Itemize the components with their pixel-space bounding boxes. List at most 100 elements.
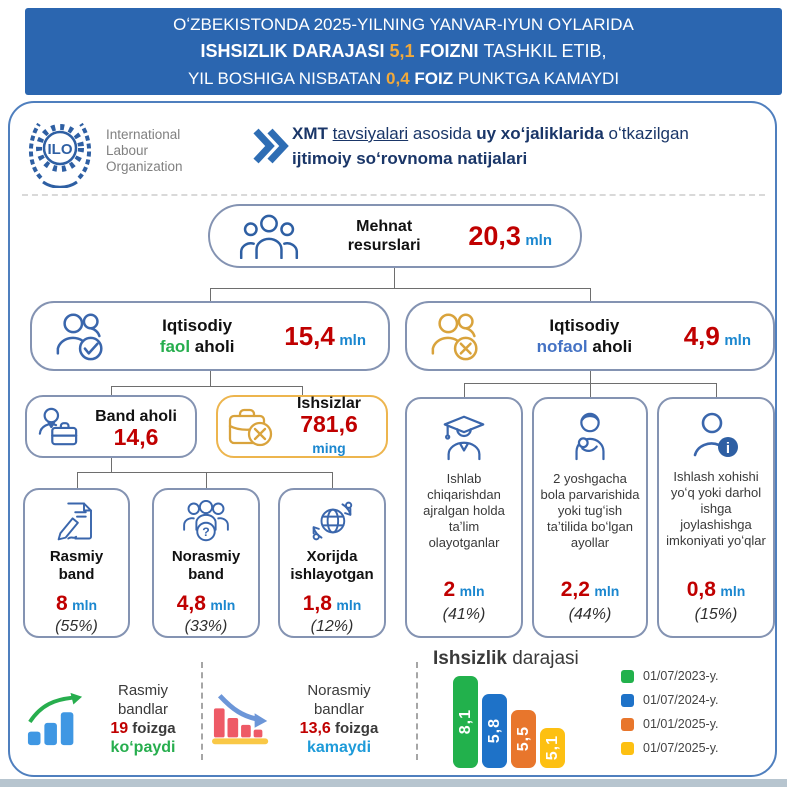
divider-dashed — [201, 662, 203, 760]
connector — [464, 383, 465, 397]
org-name-line2: Labour — [106, 143, 149, 158]
abroad-value-row: 1,8 mln — [303, 592, 362, 616]
active-population-value-row: 15,4 mln — [284, 321, 366, 352]
legend-label: 01/07/2024-y. — [643, 693, 719, 707]
inactive-label-line1: Iqtisodiy — [549, 316, 620, 335]
inactive-label-aholi: aholi — [587, 337, 633, 356]
legend-item: 01/07/2025-y. — [621, 741, 719, 755]
informal-value-row: 4,8 mln — [177, 592, 236, 616]
abroad-label-line1: Xorijda — [306, 548, 358, 565]
bottom-strip — [0, 779, 787, 787]
employed-box: Band aholi 14,6 — [25, 395, 197, 458]
informal-decline-stat: Norasmiy bandlar 13,6 foizga kamaydi — [288, 681, 390, 757]
ilo-logo-text: ILO — [48, 141, 73, 158]
stat2-suffix: foizga — [330, 720, 379, 737]
formal-growth-stat: Rasmiy bandlar 19 foizga koʻpaydi — [92, 681, 194, 757]
connector — [210, 288, 211, 301]
unemployed-label: Ishsizlar — [296, 395, 362, 412]
informal-employment-box: ? Norasmiy band 4,8 mln (33%) — [152, 488, 260, 638]
banner-line-3: YIL BOSHIGA NISBATAN 0,4 FOIZ PUNKTGA KA… — [188, 65, 619, 92]
subtitle-otkazilgan: oʻtkazilgan — [603, 124, 689, 143]
active-label-faol: faol — [159, 337, 191, 356]
unemployed-box: Ishsizlar 781,6 ming — [216, 395, 388, 458]
not-seeking-value: 0,8 — [686, 578, 716, 601]
labor-resources-label: Mehnat resurslari — [348, 217, 421, 255]
stat2-name-line2: bandlar — [313, 701, 365, 718]
connector — [206, 472, 207, 488]
banner-line-2: ISHSIZLIK DARAJASI 5,1 FOIZNI TASHKIL ET… — [200, 38, 606, 65]
mothers-box: 2 yoshgacha bola parvarishida yoki tugʻi… — [532, 397, 648, 638]
survey-subtitle-line1: XMT tavsiyalari asosida uy xoʻjaliklarid… — [292, 121, 772, 146]
informal-label: Norasmiy band — [172, 548, 240, 584]
legend-item: 01/01/2025-y. — [621, 717, 719, 731]
people-x-icon — [431, 313, 478, 361]
connector — [590, 383, 591, 397]
legend-label: 01/01/2025-y. — [643, 717, 719, 731]
legend-swatch — [621, 693, 634, 707]
students-box: Ishlab chiqarishdan ajralgan holda taʼli… — [405, 397, 523, 638]
not-seeking-box: i Ishlash xohishi yoʻq yoki darhol ishga… — [657, 397, 775, 638]
inactive-population-box: Iqtisodiy nofaol aholi 4,9 mln — [405, 301, 775, 371]
inactive-label-line2: nofaol aholi — [537, 336, 632, 357]
connector — [111, 386, 112, 395]
svg-text:?: ? — [202, 525, 209, 539]
mothers-percent: (44%) — [568, 606, 612, 623]
top-banner: OʻZBEKISTONDA 2025-YILNING YANVAR-IYUN O… — [25, 8, 782, 95]
active-population-label: Iqtisodiy faol aholi — [160, 315, 235, 357]
employed-value: 14,6 — [113, 423, 159, 450]
labor-resources-box: Mehnat resurslari 20,3 mln — [208, 204, 582, 268]
person-info-icon: i — [693, 412, 738, 457]
banner-line3-lead: YIL BOSHIGA NISBATAN — [187, 69, 387, 88]
ilo-logo: ILO — [29, 122, 91, 188]
unemployment-rate-highlight: 5,1 — [389, 41, 415, 61]
legend-swatch — [621, 669, 634, 683]
formal-value-row: 8 mln — [56, 592, 97, 616]
stat2-value: 13,6 — [299, 720, 331, 737]
chart-title: Ishsizlik darajasi — [433, 648, 579, 670]
students-unit: mln — [459, 583, 485, 599]
chart-title-bold: Ishsizlik — [433, 648, 507, 669]
unemployed-content: Ishsizlar 781,6 ming — [282, 394, 376, 459]
bars-down-icon — [212, 694, 269, 745]
legend-label: 01/07/2023-y. — [643, 669, 719, 683]
banner-line3-mid: FOIZ — [409, 69, 458, 88]
double-chevron-icon — [253, 128, 289, 164]
bars-up-icon — [27, 692, 83, 746]
banner-line2-mid: FOIZNI — [414, 41, 484, 61]
people-check-icon — [56, 313, 103, 361]
people-group-icon — [239, 214, 299, 259]
connector — [210, 288, 591, 289]
bar: 5,1 — [540, 728, 565, 768]
labor-resources-value: 20,3 — [468, 220, 521, 251]
informal-label-line2: band — [188, 566, 224, 583]
subtitle-asosida: asosida — [408, 124, 477, 143]
briefcase-x-icon — [228, 408, 273, 446]
formal-label: Rasmiy band — [50, 548, 103, 584]
not-seeking-unit: mln — [720, 583, 746, 599]
formal-label-line2: band — [58, 566, 95, 583]
employed-content: Band aholi 14,6 — [87, 407, 185, 450]
bar-value-label: 5,1 — [543, 735, 561, 761]
connector — [210, 371, 211, 386]
connector — [590, 288, 591, 301]
bar-value-label: 8,1 — [456, 709, 474, 735]
active-label-line2: faol aholi — [160, 336, 235, 357]
formal-label-line1: Rasmiy — [49, 548, 104, 565]
mothers-value-row: 2,2 mln — [561, 578, 620, 602]
banner-line3-tail: PUNKTGA KAMAYDI — [457, 69, 620, 88]
legend-swatch — [621, 717, 634, 731]
inactive-population-unit: mln — [724, 331, 751, 349]
stat1-value-line: 19 foizga — [92, 719, 194, 738]
inactive-population-value-row: 4,9 mln — [684, 321, 751, 352]
active-population-unit: mln — [339, 331, 366, 349]
chart-title-rest: darajasi — [506, 648, 579, 669]
stat2-verdict: kamaydi — [306, 739, 372, 756]
informal-label-line1: Norasmiy — [171, 548, 241, 565]
students-label: Ishlab chiqarishdan ajralgan holda taʼli… — [423, 471, 505, 550]
labor-resources-label1: Mehnat — [356, 218, 413, 235]
abroad-label: Xorijda ishlayotgan — [290, 548, 373, 584]
students-percent: (41%) — [442, 606, 486, 623]
survey-subtitle: XMT tavsiyalari asosida uy xoʻjaliklarid… — [292, 121, 772, 171]
legend-item: 01/07/2023-y. — [621, 669, 719, 683]
stat1-name-line1: Rasmiy — [117, 682, 168, 699]
